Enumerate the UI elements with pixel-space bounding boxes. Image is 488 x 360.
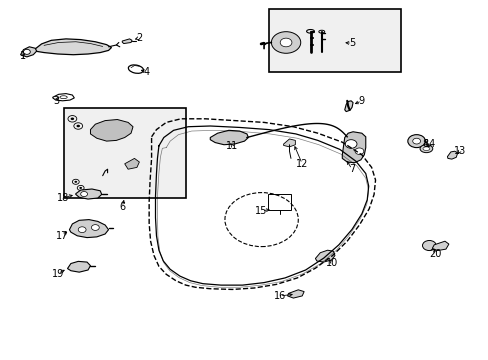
Polygon shape xyxy=(34,39,111,55)
Text: 4: 4 xyxy=(143,67,149,77)
Circle shape xyxy=(81,192,87,197)
Text: 9: 9 xyxy=(358,96,364,106)
Circle shape xyxy=(412,138,420,144)
Polygon shape xyxy=(210,130,248,145)
Circle shape xyxy=(422,240,435,251)
Text: 6: 6 xyxy=(119,202,125,212)
Circle shape xyxy=(74,181,77,183)
Text: 3: 3 xyxy=(53,96,59,106)
Text: 16: 16 xyxy=(273,291,285,301)
Text: 13: 13 xyxy=(452,146,465,156)
Polygon shape xyxy=(124,158,139,169)
Polygon shape xyxy=(287,290,304,298)
Text: 18: 18 xyxy=(56,193,69,203)
Ellipse shape xyxy=(422,147,429,150)
Text: 12: 12 xyxy=(295,159,308,169)
Polygon shape xyxy=(342,132,365,163)
Circle shape xyxy=(79,187,82,189)
Polygon shape xyxy=(76,189,102,199)
Polygon shape xyxy=(315,250,334,262)
Text: 7: 7 xyxy=(348,164,354,174)
Circle shape xyxy=(354,148,363,154)
Circle shape xyxy=(70,117,74,120)
Polygon shape xyxy=(69,220,108,238)
Polygon shape xyxy=(447,151,457,159)
Text: 14: 14 xyxy=(423,139,436,149)
Text: 20: 20 xyxy=(428,249,441,259)
Circle shape xyxy=(271,32,300,53)
Circle shape xyxy=(23,49,30,54)
Polygon shape xyxy=(67,261,90,272)
Text: 15: 15 xyxy=(255,206,267,216)
Polygon shape xyxy=(122,39,132,44)
Circle shape xyxy=(280,38,291,47)
Circle shape xyxy=(76,125,80,127)
Text: 8: 8 xyxy=(422,139,427,149)
Bar xyxy=(63,108,185,198)
Bar xyxy=(268,9,400,72)
Polygon shape xyxy=(20,47,37,57)
Text: 1: 1 xyxy=(20,51,26,61)
Text: 17: 17 xyxy=(56,231,69,241)
Circle shape xyxy=(91,225,99,230)
Polygon shape xyxy=(344,101,352,112)
Circle shape xyxy=(78,227,86,233)
Text: 2: 2 xyxy=(136,33,142,43)
Bar xyxy=(267,194,291,210)
Polygon shape xyxy=(90,120,133,141)
Polygon shape xyxy=(431,241,448,251)
Circle shape xyxy=(345,140,356,148)
Text: 11: 11 xyxy=(225,141,238,151)
Ellipse shape xyxy=(419,145,432,153)
Text: 19: 19 xyxy=(51,269,64,279)
Circle shape xyxy=(407,135,425,148)
Polygon shape xyxy=(283,139,295,147)
Text: 10: 10 xyxy=(325,258,338,268)
Text: 5: 5 xyxy=(348,38,354,48)
